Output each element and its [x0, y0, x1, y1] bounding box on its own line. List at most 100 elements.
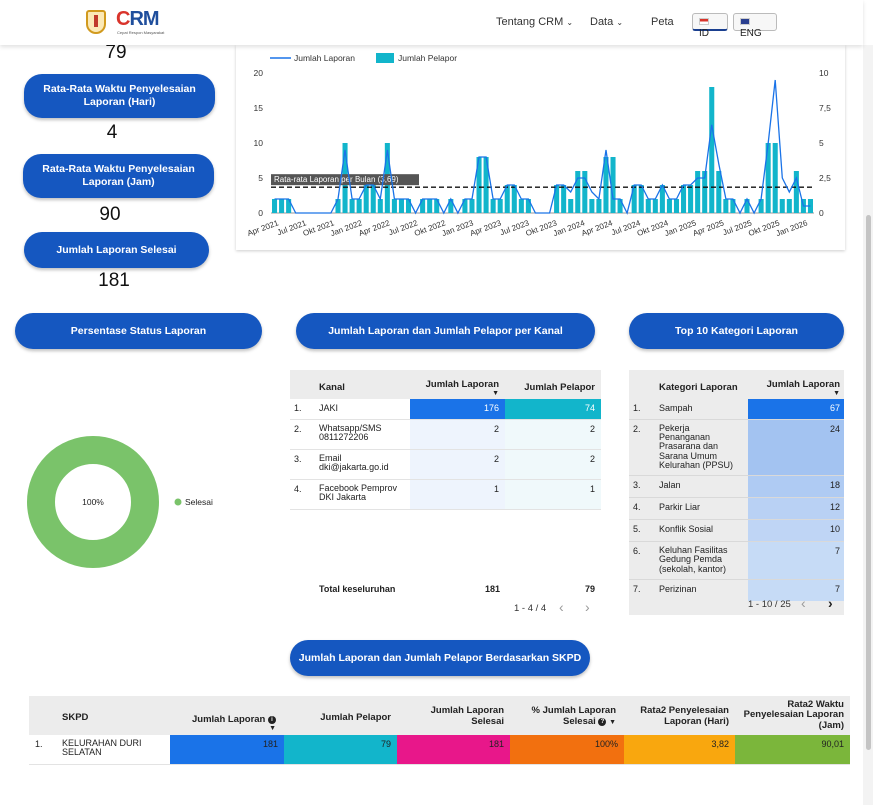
kanal-section-button[interactable]: Jumlah Laporan dan Jumlah Pelapor per Ka… [296, 313, 595, 349]
bar-pelapor [659, 185, 665, 213]
lang-id-button[interactable]: ID [692, 13, 728, 39]
col-jumlah-pelapor[interactable]: Jumlah Pelapor [524, 382, 595, 393]
donut-slice-selesai[interactable] [27, 436, 159, 568]
bar-pelapor [462, 199, 468, 213]
reference-label-bg [271, 174, 419, 186]
row-laporan: 2 [410, 419, 505, 449]
table-row[interactable]: 4. Parkir Liar 12 [629, 497, 844, 520]
done-reports-button[interactable]: Jumlah Laporan Selesai [24, 232, 209, 268]
row-kategori: Parkir Liar [659, 501, 701, 512]
bar-pelapor [554, 185, 560, 213]
bar-pelapor [645, 199, 651, 213]
row-number: 1. [35, 739, 43, 749]
bar-pelapor [518, 199, 524, 213]
bar-pelapor [335, 199, 341, 213]
table-row[interactable]: 6. Keluhan Fasilitas Gedung Pemda (sekol… [629, 541, 844, 580]
info-icon[interactable]: i [268, 716, 276, 724]
col-jumlah-laporan[interactable]: Jumlah Laporan i ▼ [170, 696, 284, 735]
y-right-tick-label: 2,5 [819, 173, 831, 183]
skpd-section-button[interactable]: Jumlah Laporan dan Jumlah Pelapor Berdas… [290, 640, 590, 676]
status-section-button[interactable]: Persentase Status Laporan [15, 313, 262, 349]
col-rata-jam[interactable]: Rata2 Waktu Penyelesaian Laporan (Jam) [743, 698, 844, 731]
col-jumlah-pelapor[interactable]: Jumlah Pelapor [320, 712, 391, 723]
kanal-table: Kanal Jumlah Laporan ▼ Jumlah Pelapor 1. … [290, 370, 601, 510]
row-kanal: Email dki@jakarta.go.id [319, 452, 389, 472]
next-page-icon[interactable]: › [585, 599, 590, 615]
chevron-down-icon: ⌄ [566, 18, 574, 27]
col-jumlah-laporan[interactable]: Jumlah Laporan ▼ [748, 370, 844, 399]
legend-dot-icon [174, 498, 182, 506]
next-page-icon[interactable]: › [828, 595, 833, 611]
chevron-down-icon: ⌄ [616, 18, 624, 27]
legend-jumlah-pelapor: Jumlah Pelapor [398, 53, 457, 63]
table-row[interactable]: 1. JAKI 176 74 [290, 399, 601, 419]
table-row[interactable]: 5. Konflik Sosial 10 [629, 519, 844, 542]
prev-page-icon[interactable]: ‹ [559, 599, 564, 615]
table-row[interactable]: 2. Whatsapp/SMS 0811272206 2 2 [290, 419, 601, 449]
row-number: 3. [294, 453, 302, 464]
bar-pelapor [681, 185, 687, 213]
row-pelapor: 79 [284, 735, 397, 764]
row-laporan: 2 [410, 449, 505, 479]
bar-pelapor [434, 199, 440, 213]
col-skpd[interactable]: SKPD [62, 712, 89, 723]
bar-pelapor [610, 157, 616, 213]
table-row[interactable]: 2. Pekerja Penanganan Prasarana dan Sara… [629, 419, 844, 476]
kpi-top-value: 79 [105, 42, 127, 63]
scrollbar-thumb[interactable] [866, 215, 871, 750]
crm-logo[interactable]: CRM [116, 8, 160, 30]
avg-hours-button[interactable]: Rata-Rata Waktu Penyelesaian Laporan (Ja… [23, 154, 214, 198]
col-kategori[interactable]: Kategori Laporan [659, 382, 738, 393]
row-kategori: Pekerja Penanganan Prasarana dan Sarana … [659, 422, 734, 471]
bar-pelapor [758, 199, 764, 213]
jakarta-emblem-icon[interactable] [86, 10, 106, 34]
table-row[interactable]: 1. Sampah 67 [629, 399, 844, 419]
row-persen: 100% [510, 735, 624, 764]
col-jumlah-laporan-label: Jumlah Laporan [191, 714, 266, 725]
legend-jumlah-laporan: Jumlah Laporan [294, 53, 355, 63]
bar-pelapor [286, 199, 292, 213]
table-row[interactable]: 3. Email dki@jakarta.go.id 2 2 [290, 449, 601, 479]
bar-pelapor [666, 199, 672, 213]
x-tick-label: Jan 2026 [775, 218, 810, 238]
bar-pelapor [695, 171, 701, 213]
bar-pelapor [772, 143, 778, 213]
table-row[interactable]: 7. Perizinan 7 [629, 579, 844, 602]
bar-pelapor [504, 185, 510, 213]
row-number: 1. [294, 403, 302, 413]
row-laporan: 1 [410, 479, 505, 509]
table-row[interactable]: 1. KELURAHAN DURI SELATAN 181 79 181 100… [29, 735, 850, 764]
bar-pelapor [652, 199, 658, 213]
row-pelapor: 2 [505, 419, 601, 449]
status-donut-chart: 100% Selesai [27, 436, 213, 568]
bar-pelapor [575, 171, 581, 213]
bar-pelapor [356, 199, 362, 213]
nav-data[interactable]: Data ⌄ [590, 16, 624, 28]
col-jumlah-laporan-label: Jumlah Laporan [425, 379, 499, 390]
kategori-section-button[interactable]: Top 10 Kategori Laporan [629, 313, 844, 349]
bar-pelapor [391, 199, 397, 213]
col-kanal[interactable]: Kanal [319, 382, 345, 393]
avg-hours-value: 90 [99, 204, 121, 225]
done-reports-value: 181 [98, 270, 130, 291]
col-persen-selesai[interactable]: % Jumlah Laporan Selesai ? ▼ [510, 696, 624, 735]
legend-bar-icon [376, 53, 394, 63]
table-row[interactable]: 3. Jalan 18 [629, 475, 844, 498]
bar-pelapor [469, 199, 475, 213]
table-row[interactable]: 4. Facebook Pemprov DKI Jakarta 1 1 [290, 479, 601, 509]
col-laporan-selesai[interactable]: Jumlah Laporan Selesai [430, 705, 504, 727]
col-jumlah-laporan[interactable]: Jumlah Laporan ▼ [410, 370, 505, 399]
reference-line-label: Rata-rata Laporan per Bulan (3,69) [274, 175, 399, 184]
bar-pelapor [476, 157, 482, 213]
kanal-total-laporan: 181 [484, 584, 500, 594]
row-value: 24 [748, 419, 844, 476]
nav-tentang-crm[interactable]: Tentang CRM ⌄ [496, 16, 574, 28]
row-value: 7 [748, 579, 844, 602]
info-icon[interactable]: ? [598, 717, 607, 726]
col-rata-hari[interactable]: Rata2 Penyelesaian Laporan (Hari) [640, 705, 729, 727]
lang-eng-button[interactable]: ENG [733, 13, 777, 39]
prev-page-icon[interactable]: ‹ [801, 595, 806, 611]
nav-peta[interactable]: Peta [651, 16, 674, 28]
avg-days-button[interactable]: Rata-Rata Waktu Penyelesaian Laporan (Ha… [24, 74, 215, 118]
row-number: 4. [633, 501, 641, 512]
